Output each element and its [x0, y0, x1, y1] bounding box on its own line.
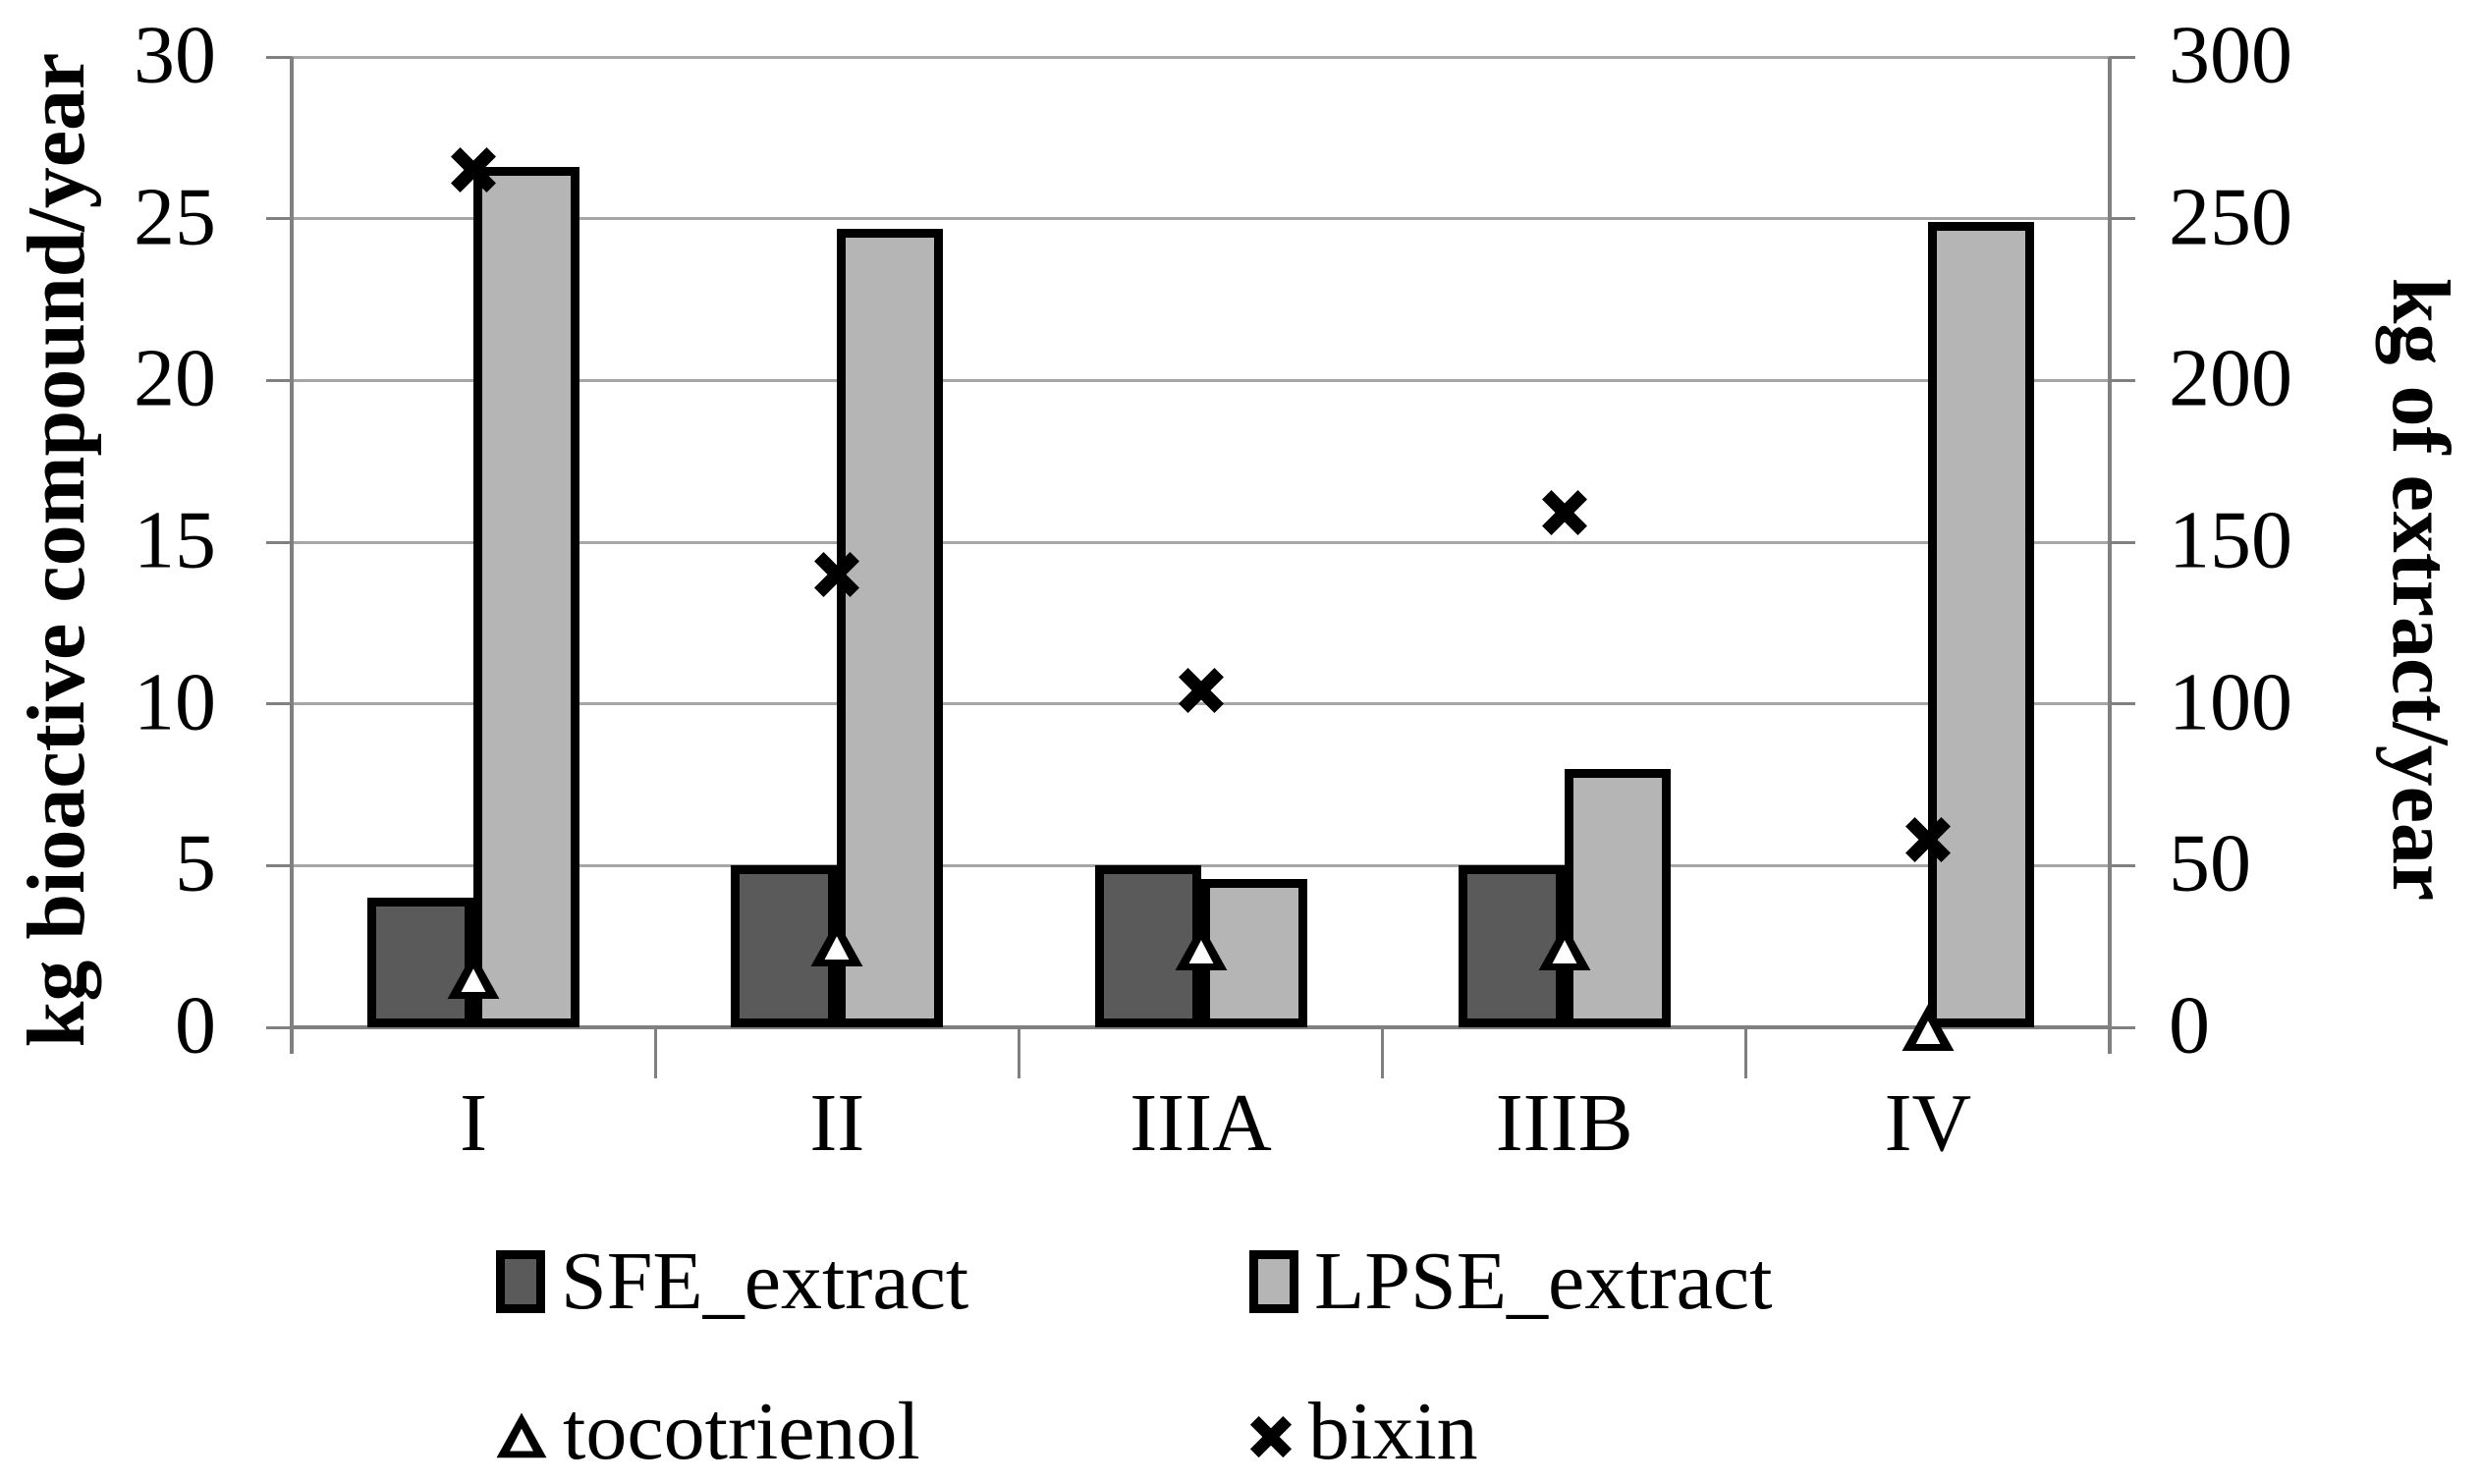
bar-lpse_extract: [473, 166, 580, 1027]
right-axis-tick-label: 0: [2169, 979, 2210, 1072]
marker-tocotrienol: [447, 952, 500, 1000]
gridline: [292, 540, 2110, 544]
right-axis-line: [2108, 57, 2112, 1054]
legend-swatch-icon: [1249, 1250, 1298, 1313]
left-axis-tick: [266, 55, 292, 59]
legend-label: SFE_extract: [561, 1236, 969, 1327]
marker-tocotrienol: [1538, 923, 1591, 971]
left-axis-tick-label: 0: [175, 979, 216, 1072]
gridline: [292, 863, 2110, 867]
legend-label: LPSE_extract: [1314, 1236, 1773, 1327]
legend-item-sfe_extract: SFE_extract: [496, 1240, 968, 1323]
x-axis-tick: [1381, 1027, 1385, 1078]
marker-bixin: [1541, 489, 1588, 536]
x-axis-tick: [1744, 1027, 1748, 1078]
x-axis-category-label: IV: [1884, 1077, 1972, 1169]
left-axis-tick-label: 25: [134, 170, 216, 262]
left-axis-tick: [266, 540, 292, 544]
legend-label: tocotrienol: [563, 1386, 920, 1477]
bar-sfe_extract: [1094, 865, 1201, 1027]
left-axis-tick: [266, 863, 292, 867]
right-axis-tick-label: 150: [2169, 494, 2292, 586]
right-axis-tick-label: 200: [2169, 332, 2292, 424]
legend-swatch-icon: [496, 1250, 545, 1313]
gridline: [292, 702, 2110, 706]
right-axis-tick: [2110, 55, 2135, 59]
marker-bixin: [813, 551, 860, 598]
marker-tocotrienol: [1902, 1004, 1955, 1052]
legend-label: bixin: [1308, 1386, 1478, 1477]
x-axis-line: [292, 1025, 2110, 1029]
marker-bixin: [1904, 816, 1952, 863]
right-axis-tick: [2110, 378, 2135, 382]
right-axis-tick-label: 300: [2169, 9, 2292, 101]
x-axis-category-label: IIIA: [1130, 1077, 1272, 1169]
left-axis-tick: [266, 217, 292, 221]
left-axis-tick: [266, 378, 292, 382]
marker-tocotrienol: [1175, 923, 1228, 971]
left-axis-tick-label: 15: [134, 494, 216, 586]
x-axis-category-label: II: [809, 1077, 865, 1169]
left-axis-tick-label: 30: [134, 9, 216, 101]
legend-item-tocotrienol: tocotrienol: [496, 1391, 920, 1473]
gridline: [292, 378, 2110, 382]
bar-lpse_extract: [1927, 221, 2034, 1027]
left-axis-line: [290, 57, 294, 1054]
x-axis-category-label: IIIB: [1495, 1077, 1633, 1169]
bar-lpse_extract: [837, 228, 944, 1027]
legend-item-lpse_extract: LPSE_extract: [1249, 1240, 1773, 1323]
marker-bixin: [450, 146, 497, 193]
right-axis-tick-label: 50: [2169, 817, 2251, 909]
right-axis-tick: [2110, 217, 2135, 221]
marker-tocotrienol: [810, 919, 863, 967]
gridline: [292, 55, 2110, 59]
right-axis-tick-label: 100: [2169, 655, 2292, 747]
legend-triangle-icon: [496, 1391, 547, 1473]
left-axis-tick: [266, 702, 292, 706]
left-axis-tick-label: 5: [175, 817, 216, 909]
bar-sfe_extract: [1458, 865, 1565, 1027]
right-axis-tick: [2110, 1025, 2135, 1029]
legend-x-icon: [1249, 1391, 1293, 1473]
left-axis-tick-label: 20: [134, 332, 216, 424]
right-axis-tick-label: 250: [2169, 170, 2292, 262]
left-axis-tick-label: 10: [134, 655, 216, 747]
left-axis-tick: [266, 1025, 292, 1029]
bar-lpse_extract: [1564, 768, 1671, 1027]
right-axis-tick: [2110, 702, 2135, 706]
x-axis-tick: [653, 1027, 657, 1078]
x-axis-tick: [1017, 1027, 1020, 1078]
x-axis-category-label: I: [460, 1077, 488, 1169]
right-axis-tick: [2110, 540, 2135, 544]
gridline: [292, 217, 2110, 221]
marker-bixin: [1178, 667, 1225, 714]
legend-item-bixin: bixin: [1249, 1391, 1478, 1473]
right-axis-tick: [2110, 863, 2135, 867]
